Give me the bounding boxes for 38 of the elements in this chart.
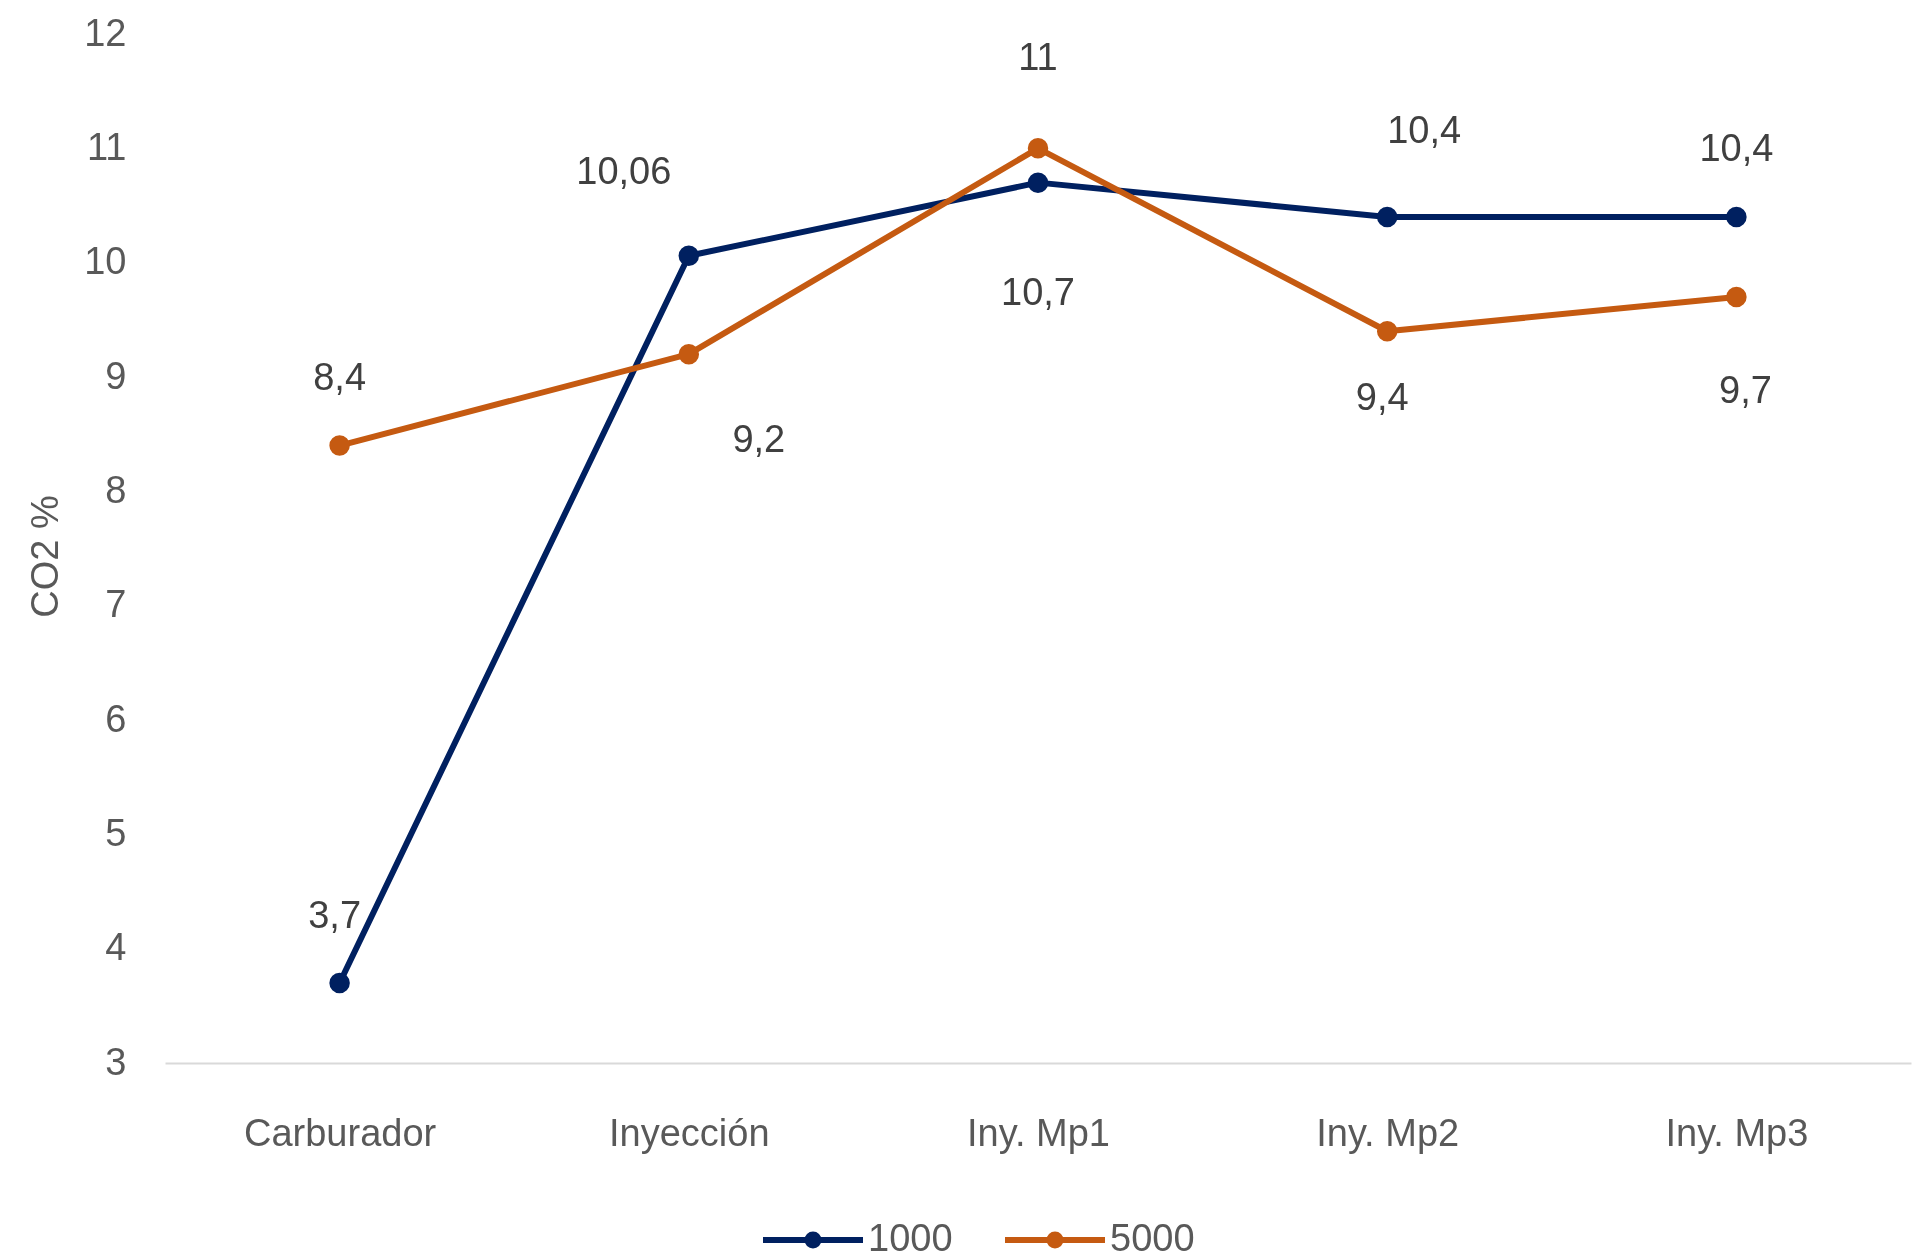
y-tick-label: 6 — [105, 697, 127, 740]
point — [678, 343, 700, 365]
point — [678, 245, 700, 267]
y-tick-label: 5 — [105, 811, 127, 854]
data-label: 10,7 — [1001, 270, 1075, 313]
point — [1376, 321, 1398, 342]
point — [1027, 138, 1049, 159]
point — [1726, 206, 1747, 228]
data-label: 3,7 — [308, 893, 362, 936]
point — [1726, 286, 1747, 308]
legend-label: 1000 — [868, 1217, 953, 1258]
legend-label: 5000 — [1110, 1217, 1195, 1258]
point — [1376, 206, 1398, 228]
y-tick-label: 9 — [105, 354, 127, 397]
y-tick-label: 4 — [105, 926, 127, 969]
point — [329, 972, 350, 994]
data-label: 10,4 — [1387, 108, 1462, 151]
point — [1027, 172, 1049, 193]
data-label: 10,4 — [1699, 126, 1774, 169]
y-tick-label: 12 — [84, 11, 127, 54]
y-tick-label: 7 — [105, 583, 127, 626]
data-label: 9,4 — [1355, 376, 1409, 419]
data-label: 9,2 — [732, 418, 786, 461]
x-tick-label: Carburador — [243, 1111, 437, 1154]
data-label: 10,06 — [576, 149, 672, 192]
y-axis-title: CO2 % — [23, 495, 66, 618]
y-tick-label: 11 — [87, 125, 127, 168]
data-label: 8,4 — [313, 355, 367, 398]
x-tick-label: Iny. Mp3 — [1665, 1111, 1809, 1154]
y-tick-label: 3 — [105, 1040, 127, 1083]
y-tick-label: 10 — [84, 240, 127, 283]
y-tick-label: 8 — [105, 468, 127, 511]
data-label: 9,7 — [1718, 368, 1772, 411]
point — [329, 435, 350, 456]
x-tick-label: Inyección — [609, 1111, 770, 1154]
data-label: 11 — [1018, 36, 1058, 79]
x-tick-label: Iny. Mp1 — [967, 1111, 1110, 1154]
x-tick-label: Iny. Mp2 — [1316, 1111, 1460, 1154]
